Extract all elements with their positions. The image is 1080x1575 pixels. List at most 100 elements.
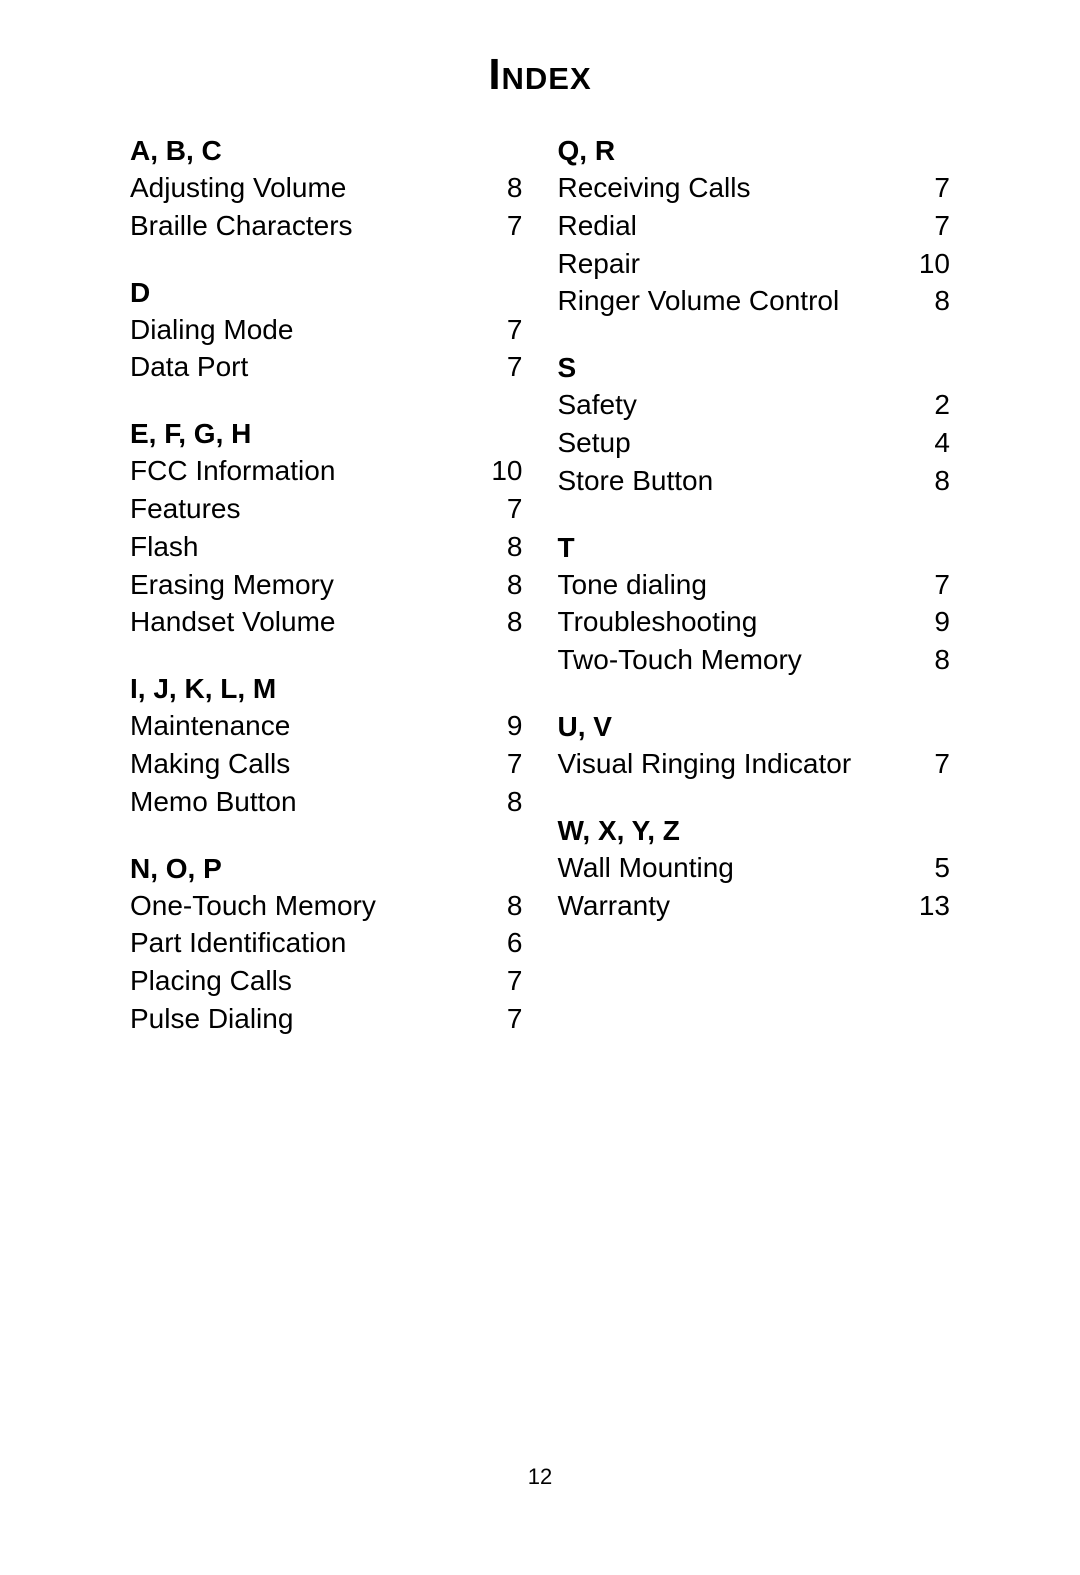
- entry-page: 8: [905, 462, 950, 500]
- index-entry: Ringer Volume Control8: [558, 282, 951, 320]
- entry-page: 7: [905, 745, 950, 783]
- entry-term: Warranty: [558, 887, 906, 925]
- entry-page: 7: [478, 207, 523, 245]
- entry-term: Maintenance: [130, 707, 478, 745]
- index-entry: Repair10: [558, 245, 951, 283]
- entry-page: 8: [905, 282, 950, 320]
- index-columns: A, B, CAdjusting Volume8Braille Characte…: [130, 135, 950, 1070]
- index-section: Q, RReceiving Calls7Redial7Repair10Ringe…: [558, 135, 951, 320]
- entry-page: 4: [905, 424, 950, 462]
- entry-term: Dialing Mode: [130, 311, 478, 349]
- entry-page: 8: [478, 783, 523, 821]
- entry-page: 8: [478, 169, 523, 207]
- index-entry: One-Touch Memory8: [130, 887, 523, 925]
- entry-page: 7: [478, 490, 523, 528]
- entry-page: 8: [478, 887, 523, 925]
- index-entry: Making Calls7: [130, 745, 523, 783]
- page-title: Index: [130, 50, 950, 100]
- entry-page: 2: [905, 386, 950, 424]
- entry-term: Pulse Dialing: [130, 1000, 478, 1038]
- index-entry: Adjusting Volume8: [130, 169, 523, 207]
- index-section: A, B, CAdjusting Volume8Braille Characte…: [130, 135, 523, 245]
- entry-page: 7: [905, 207, 950, 245]
- index-section: W, X, Y, ZWall Mounting5Warranty13: [558, 815, 951, 925]
- entry-term: Redial: [558, 207, 906, 245]
- section-header: W, X, Y, Z: [558, 815, 951, 847]
- entry-term: Handset Volume: [130, 603, 478, 641]
- entry-term: Store Button: [558, 462, 906, 500]
- index-section: SSafety2Setup4Store Button8: [558, 352, 951, 499]
- right-column: Q, RReceiving Calls7Redial7Repair10Ringe…: [558, 135, 951, 1070]
- section-header: D: [130, 277, 523, 309]
- entry-term: Repair: [558, 245, 906, 283]
- index-entry: Store Button8: [558, 462, 951, 500]
- index-entry: Part Identification6: [130, 924, 523, 962]
- index-entry: Visual Ringing Indicator7: [558, 745, 951, 783]
- index-section: TTone dialing7Troubleshooting9Two-Touch …: [558, 532, 951, 679]
- page-number: 12: [0, 1464, 1080, 1490]
- section-header: A, B, C: [130, 135, 523, 167]
- entry-term: Features: [130, 490, 478, 528]
- entry-page: 6: [478, 924, 523, 962]
- index-entry: Warranty13: [558, 887, 951, 925]
- index-entry: Erasing Memory8: [130, 566, 523, 604]
- entry-page: 8: [478, 603, 523, 641]
- index-entry: Tone dialing7: [558, 566, 951, 604]
- entry-page: 9: [905, 603, 950, 641]
- entry-term: Flash: [130, 528, 478, 566]
- section-header: I, J, K, L, M: [130, 673, 523, 705]
- entry-page: 8: [905, 641, 950, 679]
- index-entry: Troubleshooting9: [558, 603, 951, 641]
- entry-term: Data Port: [130, 348, 478, 386]
- entry-term: Memo Button: [130, 783, 478, 821]
- index-entry: Flash8: [130, 528, 523, 566]
- index-entry: Data Port7: [130, 348, 523, 386]
- section-header: N, O, P: [130, 853, 523, 885]
- index-entry: Placing Calls7: [130, 962, 523, 1000]
- entry-term: Making Calls: [130, 745, 478, 783]
- index-entry: Wall Mounting5: [558, 849, 951, 887]
- section-header: E, F, G, H: [130, 418, 523, 450]
- index-entry: Setup4: [558, 424, 951, 462]
- section-header: T: [558, 532, 951, 564]
- index-entry: Pulse Dialing7: [130, 1000, 523, 1038]
- index-section: E, F, G, HFCC Information10Features7Flas…: [130, 418, 523, 641]
- entry-page: 7: [478, 1000, 523, 1038]
- index-entry: Safety2: [558, 386, 951, 424]
- entry-page: 10: [478, 452, 523, 490]
- entry-term: One-Touch Memory: [130, 887, 478, 925]
- index-entry: Handset Volume8: [130, 603, 523, 641]
- entry-term: Tone dialing: [558, 566, 906, 604]
- index-entry: Braille Characters7: [130, 207, 523, 245]
- entry-page: 13: [905, 887, 950, 925]
- entry-term: Placing Calls: [130, 962, 478, 1000]
- index-entry: Receiving Calls7: [558, 169, 951, 207]
- index-entry: Maintenance9: [130, 707, 523, 745]
- entry-term: Two-Touch Memory: [558, 641, 906, 679]
- left-column: A, B, CAdjusting Volume8Braille Characte…: [130, 135, 523, 1070]
- index-entry: Memo Button8: [130, 783, 523, 821]
- entry-page: 8: [478, 566, 523, 604]
- entry-page: 7: [905, 566, 950, 604]
- entry-term: Troubleshooting: [558, 603, 906, 641]
- index-entry: FCC Information10: [130, 452, 523, 490]
- entry-term: Setup: [558, 424, 906, 462]
- entry-page: 8: [478, 528, 523, 566]
- entry-page: 7: [478, 311, 523, 349]
- section-header: Q, R: [558, 135, 951, 167]
- entry-page: 10: [905, 245, 950, 283]
- entry-page: 7: [478, 348, 523, 386]
- index-section: N, O, POne-Touch Memory8Part Identificat…: [130, 853, 523, 1038]
- entry-page: 7: [905, 169, 950, 207]
- entry-page: 7: [478, 962, 523, 1000]
- index-entry: Dialing Mode7: [130, 311, 523, 349]
- entry-page: 5: [905, 849, 950, 887]
- index-entry: Two-Touch Memory8: [558, 641, 951, 679]
- entry-term: Receiving Calls: [558, 169, 906, 207]
- entry-term: Ringer Volume Control: [558, 282, 906, 320]
- entry-term: Adjusting Volume: [130, 169, 478, 207]
- section-header: U, V: [558, 711, 951, 743]
- entry-term: Part Identification: [130, 924, 478, 962]
- index-section: I, J, K, L, MMaintenance9Making Calls7Me…: [130, 673, 523, 820]
- entry-page: 7: [478, 745, 523, 783]
